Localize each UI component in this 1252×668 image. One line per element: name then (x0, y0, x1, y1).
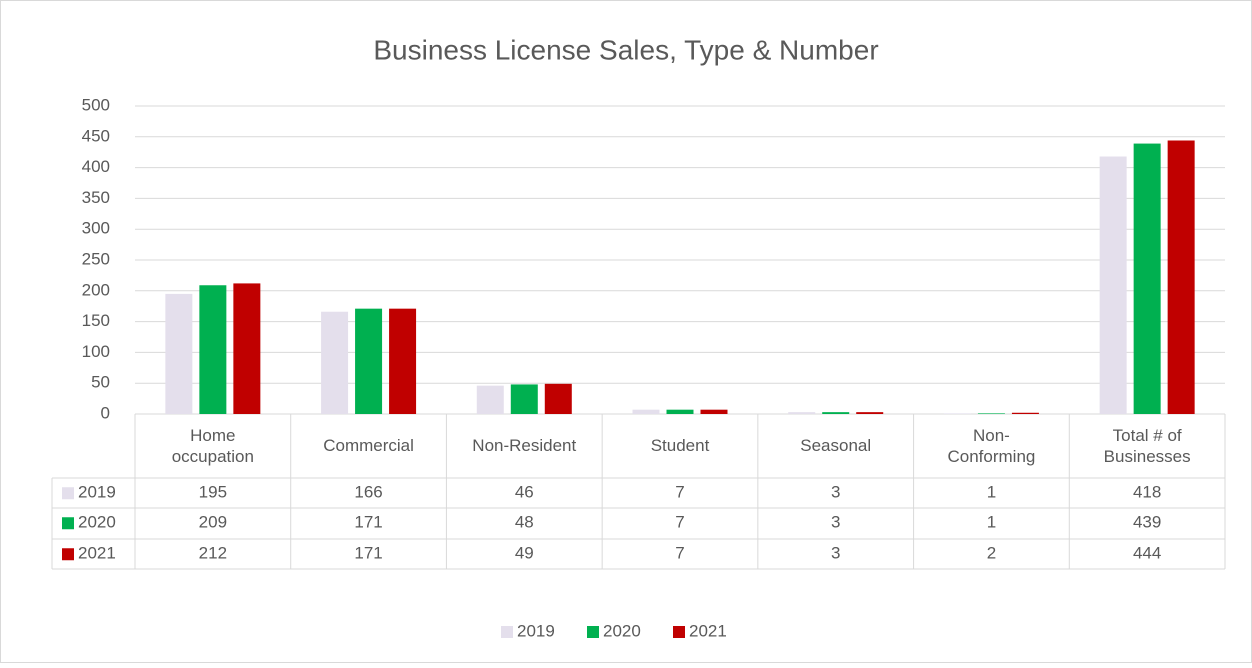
table-series-label: 2021 (78, 544, 116, 563)
y-tick-label: 200 (82, 280, 110, 299)
table-value: 49 (515, 544, 534, 563)
table-series-label: 2020 (78, 513, 116, 532)
table-value: 1 (987, 483, 996, 502)
y-tick-label: 50 (91, 373, 110, 392)
table-value: 439 (1133, 513, 1161, 532)
bar (355, 308, 383, 414)
bar (856, 412, 884, 414)
x-tick-label: Home occupation (171, 425, 254, 466)
bar (544, 383, 572, 414)
table-legend-key (62, 517, 74, 530)
y-tick-label: 100 (82, 342, 110, 361)
table-value: 48 (515, 513, 534, 532)
bar (977, 413, 1005, 414)
table-value: 7 (675, 544, 684, 563)
legend-key (587, 626, 599, 638)
bar (510, 384, 538, 414)
bar (389, 308, 417, 414)
table-value: 3 (831, 544, 840, 563)
bar (321, 311, 349, 414)
bar (1167, 140, 1195, 414)
x-tick-label-box: Non-Conforming (947, 425, 1036, 466)
y-tick-label: 0 (101, 403, 110, 422)
y-tick-label: 400 (82, 157, 110, 176)
table-value: 2 (987, 544, 996, 563)
table-series-label: 2019 (78, 483, 116, 502)
legend-key (501, 626, 513, 638)
table-value: 444 (1133, 544, 1161, 563)
table-legend-key (62, 548, 74, 561)
bar (1099, 156, 1127, 414)
y-tick-label: 150 (82, 311, 110, 330)
bar (165, 293, 193, 414)
x-tick-label: Student (650, 436, 710, 456)
bar (788, 412, 816, 414)
legend-key (673, 626, 685, 638)
table-value: 209 (199, 513, 227, 532)
bar (199, 285, 227, 414)
x-tick-label-box: Total # of Businesses (1103, 425, 1191, 466)
y-tick-label: 500 (82, 95, 110, 114)
chart-title: Business License Sales, Type & Number (373, 34, 878, 65)
y-tick-label: 350 (82, 188, 110, 207)
bar (1011, 412, 1039, 414)
y-tick-label: 450 (82, 126, 110, 145)
table-value: 3 (831, 483, 840, 502)
legend-label: 2019 (517, 621, 555, 640)
bar (233, 283, 261, 414)
y-tick-label: 300 (82, 219, 110, 238)
bar (666, 409, 694, 414)
table-value: 166 (354, 483, 382, 502)
x-tick-label-box: Commercial (323, 436, 414, 456)
x-tick-label: Seasonal (800, 436, 872, 456)
x-tick-label-box: Non-Resident (472, 436, 577, 456)
table-value: 3 (831, 513, 840, 532)
x-tick-label: Commercial (323, 436, 414, 456)
x-tick-label: Total # of Businesses (1103, 425, 1191, 466)
x-tick-label: Non-Conforming (947, 425, 1036, 466)
table-value: 171 (354, 513, 382, 532)
x-tick-label: Non-Resident (472, 436, 577, 456)
table-value: 195 (199, 483, 227, 502)
bar (632, 409, 660, 414)
y-tick-label: 250 (82, 249, 110, 268)
bar (476, 385, 504, 414)
table-value: 212 (199, 544, 227, 563)
table-value: 46 (515, 483, 534, 502)
bar (822, 412, 850, 414)
x-tick-label-box: Home occupation (171, 425, 254, 466)
table-value: 418 (1133, 483, 1161, 502)
table-legend-key (62, 487, 74, 500)
table-value: 1 (987, 513, 996, 532)
x-tick-label-box: Seasonal (800, 436, 872, 456)
legend-label: 2020 (603, 621, 641, 640)
table-value: 7 (675, 513, 684, 532)
x-tick-label-box: Student (650, 436, 710, 456)
bar (943, 413, 971, 414)
table-value: 7 (675, 483, 684, 502)
bar (700, 409, 728, 414)
bar (1133, 143, 1161, 415)
legend-label: 2021 (689, 621, 727, 640)
table-value: 171 (354, 544, 382, 563)
